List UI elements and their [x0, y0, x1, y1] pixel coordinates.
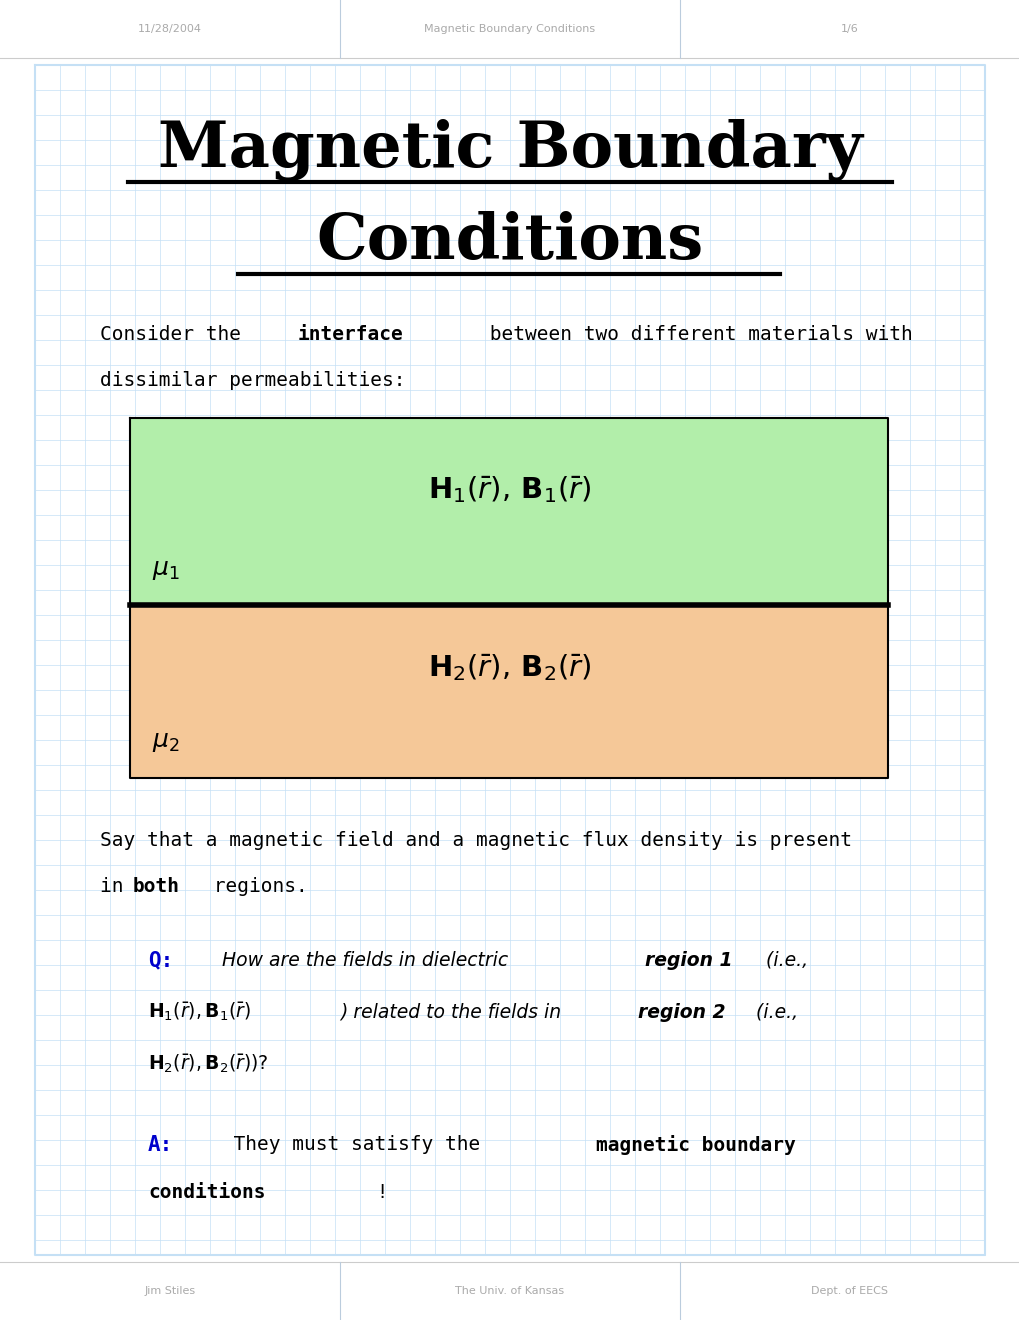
Bar [129, 418, 888, 605]
Text: Say that a magnetic field and a magnetic flux density is present: Say that a magnetic field and a magnetic… [100, 830, 851, 850]
Text: The Univ. of Kansas: The Univ. of Kansas [455, 1286, 564, 1296]
Text: $\mathbf{H}_1(\bar{r}),\mathbf{B}_1(\bar{r})$: $\mathbf{H}_1(\bar{r}),\mathbf{B}_1(\bar… [148, 1001, 251, 1023]
Text: ) related to the fields in: ) related to the fields in [339, 1002, 567, 1022]
Text: $\mu_2$: $\mu_2$ [152, 730, 179, 754]
Text: conditions: conditions [148, 1184, 265, 1203]
Text: $\mathbf{H}_2(\bar{r}),\, \mathbf{B}_2(\bar{r})$: $\mathbf{H}_2(\bar{r}),\, \mathbf{B}_2(\… [428, 652, 591, 684]
Text: $\mathbf{H}_2(\bar{r}),\mathbf{B}_2(\bar{r})$)?: $\mathbf{H}_2(\bar{r}),\mathbf{B}_2(\bar… [148, 1053, 268, 1076]
Text: 11/28/2004: 11/28/2004 [138, 24, 202, 34]
Text: region 1: region 1 [644, 950, 732, 969]
Text: in: in [100, 876, 136, 895]
Text: Magnetic Boundary: Magnetic Boundary [158, 119, 861, 181]
Text: both: both [132, 876, 179, 895]
Text: (i.e.,: (i.e., [749, 1002, 797, 1022]
Bar [129, 605, 888, 777]
Text: interface: interface [298, 326, 404, 345]
Text: regions.: regions. [202, 876, 308, 895]
Text: Conditions: Conditions [316, 211, 703, 272]
Text: 1/6: 1/6 [841, 24, 858, 34]
Text: magnetic boundary: magnetic boundary [595, 1135, 795, 1155]
Text: How are the fields in dielectric: How are the fields in dielectric [210, 950, 514, 969]
Text: between two different materials with: between two different materials with [478, 326, 912, 345]
Text: Dept. of EECS: Dept. of EECS [811, 1286, 888, 1296]
Text: Magnetic Boundary Conditions: Magnetic Boundary Conditions [424, 24, 595, 34]
Text: $\mathbf{H}_1(\bar{r}),\, \mathbf{B}_1(\bar{r})$: $\mathbf{H}_1(\bar{r}),\, \mathbf{B}_1(\… [428, 475, 591, 506]
Text: Consider the: Consider the [100, 326, 253, 345]
Text: They must satisfy the: They must satisfy the [210, 1135, 491, 1155]
Text: Jim Stiles: Jim Stiles [145, 1286, 196, 1296]
Text: region 2: region 2 [637, 1002, 725, 1022]
Text: Q:: Q: [148, 950, 173, 970]
Text: !: ! [365, 1184, 388, 1203]
Text: (i.e.,: (i.e., [759, 950, 807, 969]
Text: dissimilar permeabilities:: dissimilar permeabilities: [100, 371, 406, 391]
Text: A:: A: [148, 1135, 173, 1155]
Text: $\mu_1$: $\mu_1$ [152, 558, 179, 582]
